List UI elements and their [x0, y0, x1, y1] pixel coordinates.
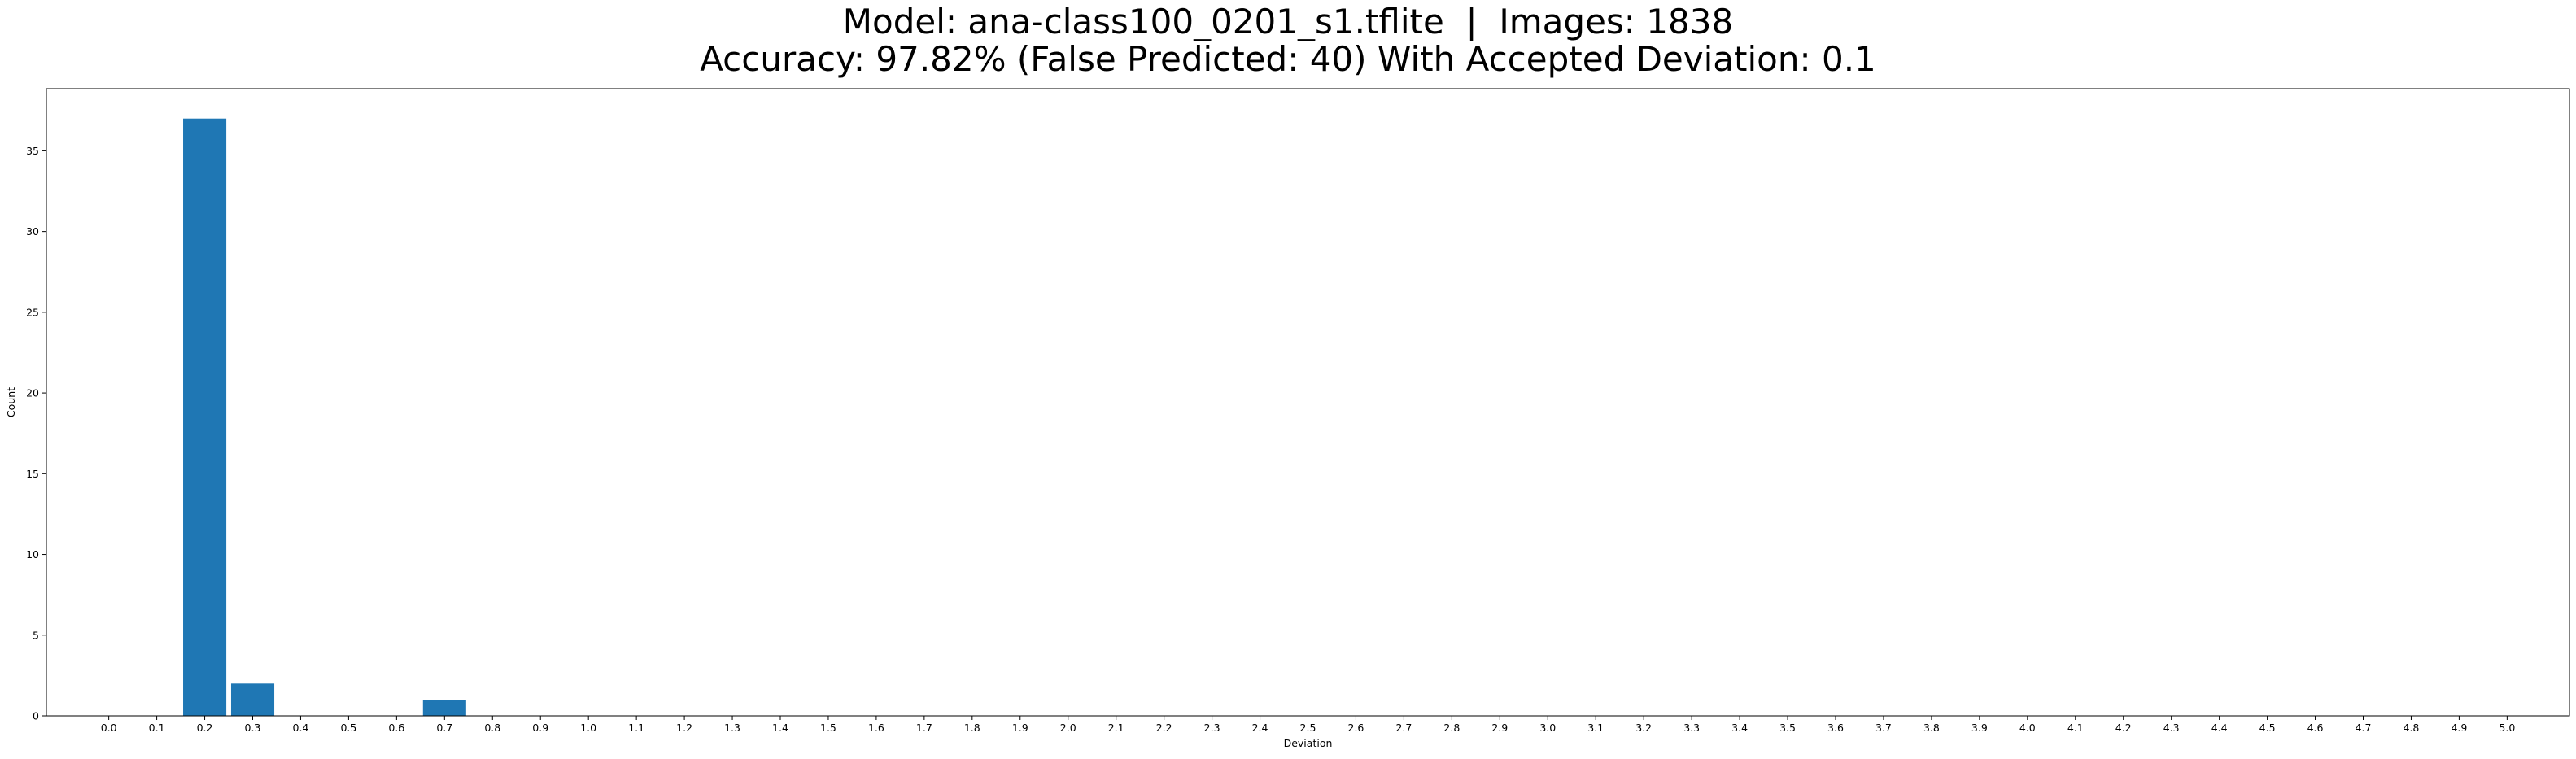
x-tick-label: 3.8: [1923, 722, 1940, 734]
x-tick-label: 3.7: [1875, 722, 1892, 734]
x-tick-label: 1.6: [868, 722, 884, 734]
x-tick-label: 3.0: [1539, 722, 1556, 734]
x-tick-label: 3.9: [1971, 722, 1988, 734]
x-tick-label: 0.7: [436, 722, 452, 734]
x-tick-label: 4.0: [2019, 722, 2036, 734]
x-tick-label: 0.1: [149, 722, 165, 734]
x-tick-label: 4.2: [2115, 722, 2132, 734]
x-tick-label: 4.9: [2451, 722, 2467, 734]
y-tick-label: 10: [26, 548, 39, 561]
x-tick-label: 3.6: [1827, 722, 1844, 734]
chart-title-line-2: Accuracy: 97.82% (False Predicted: 40) W…: [700, 39, 1876, 79]
x-tick-label: 3.4: [1731, 722, 1748, 734]
x-tick-label: 2.5: [1300, 722, 1316, 734]
x-tick-label: 1.2: [676, 722, 692, 734]
x-tick-label: 2.7: [1395, 722, 1412, 734]
x-tick-label: 2.3: [1204, 722, 1220, 734]
x-tick-label: 2.8: [1443, 722, 1460, 734]
x-tick-label: 4.7: [2356, 722, 2372, 734]
chart-title-line-1: Model: ana-class100_0201_s1.tflite | Ima…: [842, 2, 1734, 41]
bar-0.7: [422, 700, 466, 716]
bar-0.2: [183, 118, 227, 716]
x-tick-label: 1.4: [772, 722, 788, 734]
x-tick-label: 0.6: [388, 722, 404, 734]
x-tick-label: 0.5: [340, 722, 356, 734]
x-tick-label: 4.6: [2307, 722, 2324, 734]
x-tick-label: 3.1: [1587, 722, 1604, 734]
y-tick-label: 15: [26, 468, 39, 480]
x-tick-label: 1.1: [628, 722, 644, 734]
x-tick-label: 2.1: [1108, 722, 1124, 734]
x-tick-label: 2.9: [1491, 722, 1508, 734]
bar-0.3: [230, 683, 275, 716]
x-tick-label: 4.3: [2163, 722, 2180, 734]
x-tick-label: 3.5: [1779, 722, 1796, 734]
x-tick-label: 1.0: [580, 722, 596, 734]
x-tick-label: 5.0: [2499, 722, 2515, 734]
x-tick-label: 2.0: [1060, 722, 1076, 734]
x-tick-label: 3.3: [1683, 722, 1700, 734]
x-tick-label: 2.4: [1252, 722, 1268, 734]
x-tick-label: 4.1: [2067, 722, 2084, 734]
x-tick-label: 2.2: [1156, 722, 1172, 734]
y-tick-label: 25: [26, 306, 39, 318]
x-tick-label: 0.8: [484, 722, 500, 734]
x-tick-label: 1.8: [964, 722, 980, 734]
y-tick-label: 30: [26, 225, 39, 238]
x-tick-label: 4.4: [2211, 722, 2228, 734]
x-axis-label: Deviation: [1284, 737, 1333, 749]
x-tick-label: 1.9: [1012, 722, 1028, 734]
x-tick-label: 4.5: [2259, 722, 2276, 734]
x-tick-label: 3.2: [1635, 722, 1652, 734]
y-tick-label: 20: [26, 387, 39, 399]
x-tick-label: 0.2: [197, 722, 213, 734]
x-tick-label: 1.5: [820, 722, 836, 734]
x-tick-label: 0.4: [293, 722, 309, 734]
y-tick-label: 35: [26, 145, 39, 157]
x-tick-label: 1.7: [916, 722, 932, 734]
x-tick-label: 4.8: [2404, 722, 2420, 734]
x-tick-label: 2.6: [1348, 722, 1364, 734]
y-axis-label: Count: [5, 387, 17, 417]
y-tick-label: 0: [33, 710, 39, 722]
x-tick-label: 0.3: [245, 722, 261, 734]
x-tick-label: 0.0: [101, 722, 117, 734]
x-tick-label: 0.9: [532, 722, 548, 734]
plot-frame: [46, 88, 2570, 717]
y-tick-label: 5: [33, 629, 39, 641]
x-tick-label: 1.3: [724, 722, 740, 734]
